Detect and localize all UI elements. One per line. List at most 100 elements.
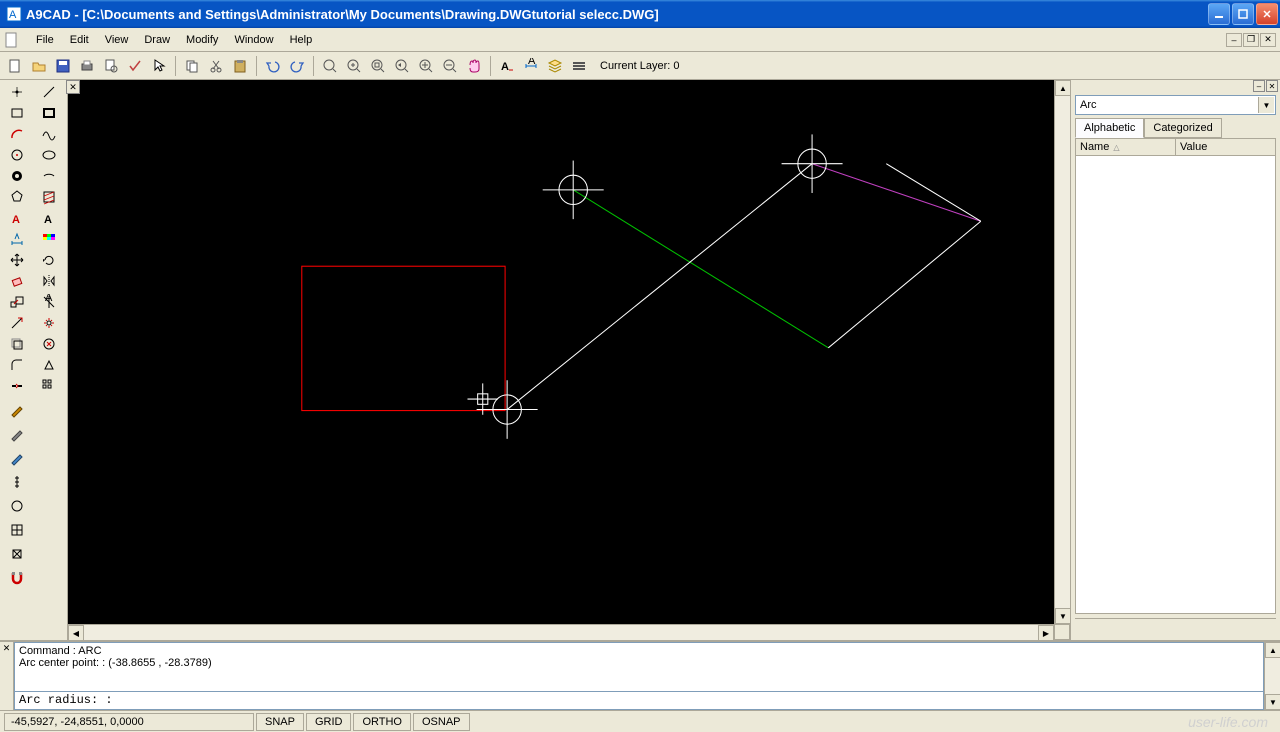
scroll-left-icon[interactable]: ◀ (68, 625, 84, 641)
mtext-icon[interactable]: A (34, 208, 64, 228)
check-icon[interactable] (124, 55, 146, 77)
maximize-button[interactable] (1232, 3, 1254, 25)
menu-edit[interactable]: Edit (62, 32, 97, 48)
polygon-icon[interactable] (2, 187, 32, 207)
paste-icon[interactable] (229, 55, 251, 77)
print-icon[interactable] (76, 55, 98, 77)
scale-icon[interactable] (2, 292, 32, 312)
save-icon[interactable] (52, 55, 74, 77)
copy-icon[interactable] (181, 55, 203, 77)
text-icon[interactable]: A (2, 208, 32, 228)
object-type-combo[interactable]: Arc ▼ (1075, 95, 1276, 115)
erase-icon[interactable] (2, 271, 32, 291)
panel-pin-icon[interactable]: – (1253, 80, 1265, 92)
hatch-icon[interactable] (34, 187, 64, 207)
circle-icon[interactable] (2, 145, 32, 165)
dimension-icon[interactable]: A (520, 55, 542, 77)
properties-icon[interactable] (568, 55, 590, 77)
close-button[interactable] (1256, 3, 1278, 25)
menu-file[interactable]: File (28, 32, 62, 48)
explode-icon[interactable] (34, 313, 64, 333)
drawing-canvas[interactable] (68, 80, 1054, 624)
ellipse-arc-icon[interactable] (34, 166, 64, 186)
zoom-previous-icon[interactable] (391, 55, 413, 77)
circle2-icon[interactable] (2, 496, 32, 516)
zoom-extents-icon[interactable] (319, 55, 341, 77)
snap-toggle[interactable]: SNAP (256, 713, 304, 731)
dimension-linear-icon[interactable] (2, 229, 32, 249)
column-value[interactable]: Value (1176, 139, 1275, 155)
command-scrollbar[interactable]: ▲ ▼ (1264, 642, 1280, 710)
layers-icon[interactable] (544, 55, 566, 77)
menu-window[interactable]: Window (226, 32, 281, 48)
chamfer-icon[interactable] (34, 355, 64, 375)
pan-icon[interactable] (463, 55, 485, 77)
cut-icon[interactable] (205, 55, 227, 77)
zoom-out-icon[interactable] (439, 55, 461, 77)
canvas-close-icon[interactable]: ✕ (66, 80, 80, 94)
command-close-icon[interactable]: ✕ (0, 642, 14, 710)
mirror-icon[interactable] (34, 271, 64, 291)
scroll-right-icon[interactable]: ▶ (1038, 625, 1054, 641)
line-icon[interactable] (34, 82, 64, 102)
zoom-window-icon[interactable] (343, 55, 365, 77)
command-input[interactable]: Arc radius: : (14, 692, 1264, 710)
doc-close-button[interactable]: ✕ (1260, 33, 1276, 47)
open-icon[interactable] (28, 55, 50, 77)
point-icon[interactable] (2, 82, 32, 102)
cmd-scroll-up-icon[interactable]: ▲ (1265, 642, 1280, 658)
menu-modify[interactable]: Modify (178, 32, 226, 48)
ortho-toggle[interactable]: ORTHO (353, 713, 411, 731)
pointer-icon[interactable] (148, 55, 170, 77)
brush3-icon[interactable] (2, 448, 32, 468)
print-preview-icon[interactable] (100, 55, 122, 77)
horizontal-scrollbar[interactable]: ◀ ▶ (68, 624, 1054, 640)
array-icon[interactable] (34, 376, 64, 396)
column-name[interactable]: Name△ (1076, 139, 1176, 155)
rotate-icon[interactable] (34, 250, 64, 270)
redo-icon[interactable] (286, 55, 308, 77)
arc-icon[interactable] (2, 124, 32, 144)
doc-minimize-button[interactable]: – (1226, 33, 1242, 47)
menu-help[interactable]: Help (282, 32, 321, 48)
menu-draw[interactable]: Draw (136, 32, 178, 48)
extend-icon[interactable] (2, 313, 32, 333)
zoom-in-icon[interactable] (415, 55, 437, 77)
tab-categorized[interactable]: Categorized (1144, 118, 1221, 138)
rectangle-icon[interactable] (2, 103, 32, 123)
tab-alphabetic[interactable]: Alphabetic (1075, 118, 1144, 138)
offset-icon[interactable] (2, 334, 32, 354)
brush2-icon[interactable] (2, 424, 32, 444)
brush-icon[interactable] (2, 400, 32, 420)
break-icon[interactable] (34, 334, 64, 354)
menu-view[interactable]: View (97, 32, 137, 48)
cmd-scroll-down-icon[interactable]: ▼ (1265, 694, 1280, 710)
color-palette-icon[interactable] (34, 229, 64, 249)
move-icon[interactable] (2, 250, 32, 270)
fillet-icon[interactable] (2, 355, 32, 375)
ellipse-icon[interactable] (34, 145, 64, 165)
status-coordinates: -45,5927, -24,8551, 0,0000 (4, 713, 254, 731)
join-icon[interactable] (2, 376, 32, 396)
vertical-scrollbar[interactable]: ▲ ▼ (1054, 80, 1070, 624)
scroll-down-icon[interactable]: ▼ (1055, 608, 1071, 624)
measure-icon[interactable] (2, 472, 32, 492)
insert-icon[interactable] (2, 544, 32, 564)
text-style-icon[interactable]: A (496, 55, 518, 77)
scroll-up-icon[interactable]: ▲ (1055, 80, 1071, 96)
donut-icon[interactable] (2, 166, 32, 186)
spline-icon[interactable] (34, 124, 64, 144)
polyline-icon[interactable] (34, 103, 64, 123)
doc-restore-button[interactable]: ❐ (1243, 33, 1259, 47)
panel-close-icon[interactable]: ✕ (1266, 80, 1278, 92)
new-icon[interactable] (4, 55, 26, 77)
osnap-toggle[interactable]: OSNAP (413, 713, 470, 731)
chevron-down-icon[interactable]: ▼ (1258, 97, 1274, 113)
trim-icon[interactable]: A (34, 292, 64, 312)
minimize-button[interactable] (1208, 3, 1230, 25)
magnet-icon[interactable] (2, 568, 32, 588)
undo-icon[interactable] (262, 55, 284, 77)
grid-toggle[interactable]: GRID (306, 713, 352, 731)
block-icon[interactable] (2, 520, 32, 540)
zoom-realtime-icon[interactable] (367, 55, 389, 77)
